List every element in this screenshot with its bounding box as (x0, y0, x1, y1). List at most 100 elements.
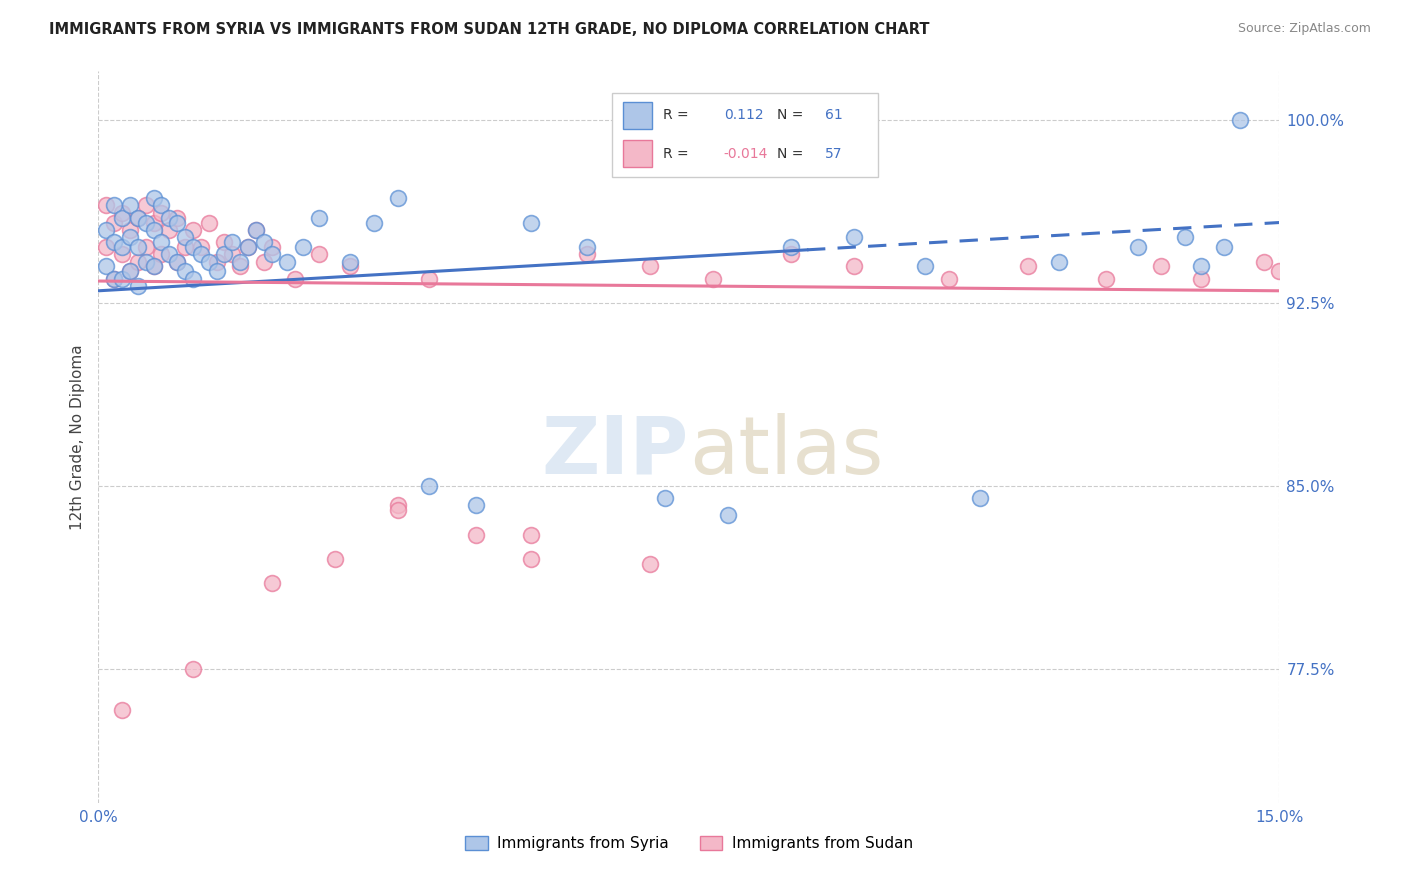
Point (638, 557, 661, 571)
Point (166, 211, 188, 225)
Point (969, 491, 991, 505)
Point (260, 247, 283, 261)
Point (323, 552, 346, 566)
Point (387, 191, 409, 205)
Legend: Immigrants from Syria, Immigrants from Sudan: Immigrants from Syria, Immigrants from S… (458, 830, 920, 857)
Point (111, 240, 134, 254)
Point (914, 260, 936, 274)
Point (236, 240, 259, 254)
Point (135, 240, 157, 254)
Point (520, 215, 543, 229)
Point (308, 211, 330, 225)
Point (197, 215, 219, 229)
Point (205, 264, 228, 278)
Point (221, 235, 243, 249)
Point (181, 240, 204, 254)
Point (465, 499, 488, 513)
Point (717, 508, 740, 522)
Point (339, 260, 361, 274)
Point (214, 235, 236, 249)
Point (150, 206, 173, 220)
Point (1126, 240, 1149, 254)
Point (157, 223, 180, 237)
Point (103, 235, 125, 249)
Point (190, 247, 212, 261)
Point (142, 223, 165, 237)
Y-axis label: 12th Grade, No Diploma: 12th Grade, No Diploma (69, 344, 84, 530)
Point (1189, 260, 1212, 274)
Point (284, 271, 307, 285)
Point (1047, 254, 1070, 268)
Point (127, 254, 149, 268)
Point (174, 240, 197, 254)
Point (363, 215, 385, 229)
Point (702, 271, 724, 285)
Point (127, 279, 149, 293)
Text: ZIP: ZIP (541, 413, 689, 491)
Point (1253, 254, 1275, 268)
Point (181, 662, 204, 676)
Point (190, 240, 212, 254)
Text: IMMIGRANTS FROM SYRIA VS IMMIGRANTS FROM SUDAN 12TH GRADE, NO DIPLOMA CORRELATIO: IMMIGRANTS FROM SYRIA VS IMMIGRANTS FROM… (49, 22, 929, 37)
Point (127, 211, 149, 225)
Point (205, 254, 228, 268)
Point (229, 254, 252, 268)
Point (1268, 264, 1291, 278)
Text: Source: ZipAtlas.com: Source: ZipAtlas.com (1237, 22, 1371, 36)
Point (221, 247, 243, 261)
Point (181, 223, 204, 237)
Point (654, 491, 676, 505)
Point (1095, 271, 1118, 285)
Point (520, 527, 543, 541)
Point (118, 264, 141, 278)
Point (142, 191, 165, 205)
Point (135, 254, 157, 268)
Point (111, 247, 134, 261)
Point (174, 230, 197, 244)
Point (780, 240, 803, 254)
Point (111, 211, 134, 225)
Point (253, 254, 276, 268)
Point (96, 198, 118, 212)
Point (387, 503, 409, 517)
Point (150, 247, 173, 261)
Point (575, 240, 598, 254)
Point (118, 230, 141, 244)
Point (520, 552, 543, 566)
Point (127, 240, 149, 254)
Text: atlas: atlas (689, 413, 883, 491)
Point (142, 260, 165, 274)
Point (197, 254, 219, 268)
Point (1229, 113, 1251, 128)
Point (166, 254, 188, 268)
Point (253, 235, 276, 249)
Point (780, 247, 803, 261)
Point (96, 260, 118, 274)
Point (166, 254, 188, 268)
Point (118, 264, 141, 278)
Point (1150, 260, 1173, 274)
Point (260, 240, 283, 254)
Point (96, 240, 118, 254)
Point (276, 254, 298, 268)
Point (103, 271, 125, 285)
Point (1213, 240, 1236, 254)
Point (142, 215, 165, 229)
Point (245, 223, 267, 237)
Point (174, 264, 197, 278)
Point (150, 235, 173, 249)
Point (844, 260, 866, 274)
Point (1174, 230, 1197, 244)
Point (308, 247, 330, 261)
Point (157, 211, 180, 225)
Point (103, 198, 125, 212)
Point (418, 271, 440, 285)
Point (111, 271, 134, 285)
Point (387, 499, 409, 513)
Point (575, 247, 598, 261)
Point (103, 271, 125, 285)
Point (1017, 260, 1039, 274)
Point (844, 230, 866, 244)
Point (150, 198, 173, 212)
Point (229, 260, 252, 274)
